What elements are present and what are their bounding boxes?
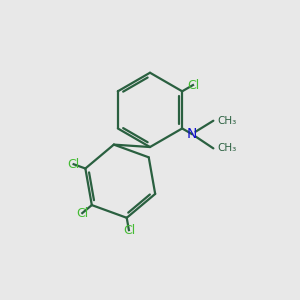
Text: N: N [187, 127, 197, 141]
Text: Cl: Cl [76, 207, 88, 220]
Text: Cl: Cl [123, 224, 135, 237]
Text: CH₃: CH₃ [217, 143, 236, 153]
Text: Cl: Cl [68, 158, 80, 171]
Text: CH₃: CH₃ [217, 116, 236, 126]
Text: Cl: Cl [187, 79, 199, 92]
